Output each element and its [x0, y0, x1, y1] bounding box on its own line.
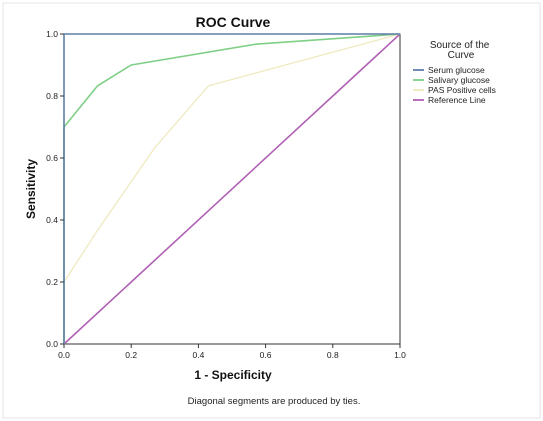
- legend: Source of the Curve Serum glucoseSalivar…: [413, 40, 496, 105]
- legend-title-line-2: Curve: [448, 50, 475, 61]
- legend-title: Source of the Curve: [430, 40, 492, 61]
- y-axis-label: Sensitivity: [24, 159, 38, 219]
- legend-label-reference-line: Reference Line: [428, 95, 486, 105]
- legend-label-salivary-glucose: Salivary glucose: [428, 75, 490, 85]
- x-tick-label: 1.0: [394, 350, 406, 360]
- chart-title: ROC Curve: [196, 14, 271, 30]
- legend-label-pas-positive-cells: PAS Positive cells: [428, 85, 496, 95]
- x-tick-label: 0.0: [58, 350, 70, 360]
- series-line-reference-line: [63, 33, 401, 345]
- x-tick-label: 0.6: [260, 350, 272, 360]
- y-tick-label: 0.4: [46, 215, 58, 225]
- y-tick-label: 0.8: [46, 91, 58, 101]
- y-tick-label: 0.6: [46, 153, 58, 163]
- x-tick-label: 0.8: [327, 350, 339, 360]
- legend-title-line-1: Source of the: [430, 40, 490, 51]
- y-tick-label: 0.0: [46, 339, 58, 349]
- legend-label-serum-glucose: Serum glucose: [428, 65, 485, 75]
- y-axis: 0.0 0.2 0.4 0.6 0.8 1.0: [46, 29, 64, 349]
- x-axis-label: 1 - Specificity: [194, 368, 272, 382]
- chart-footnote: Diagonal segments are produced by ties.: [188, 396, 361, 407]
- y-tick-label: 1.0: [46, 29, 58, 39]
- x-tick-label: 0.4: [192, 350, 204, 360]
- x-axis: 0.0 0.2 0.4 0.6 0.8 1.0: [58, 344, 406, 360]
- x-tick-label: 0.2: [125, 350, 137, 360]
- y-tick-label: 0.2: [46, 277, 58, 287]
